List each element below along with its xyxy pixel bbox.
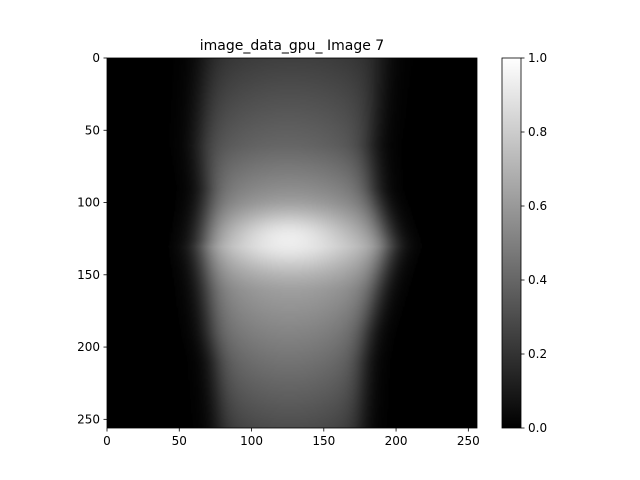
x-tick-label: 50: [172, 434, 187, 448]
colorbar-tick-label: 0.4: [528, 273, 547, 287]
colorbar-tick-label: 1.0: [528, 51, 547, 65]
colorbar-tick-label: 0.0: [528, 421, 547, 435]
colorbar-axis: 0.0 0.2 0.4 0.6 0.8 1.0: [521, 51, 547, 435]
colorbar-tick-label: 0.2: [528, 347, 547, 361]
x-tick-label: 100: [240, 434, 263, 448]
x-tick-label: 150: [312, 434, 335, 448]
heatmap-plot: [106, 57, 478, 429]
y-tick-label: 200: [77, 340, 100, 354]
heatmap-image: [107, 58, 477, 428]
x-tick-label: 200: [385, 434, 408, 448]
y-tick-label: 100: [77, 196, 100, 210]
y-tick-label: 150: [77, 268, 100, 282]
y-axis: 0 50 100 150 200 250: [77, 51, 107, 426]
x-tick-label: 250: [457, 434, 480, 448]
plot-frame: [106, 57, 478, 429]
colorbar-tick-label: 0.8: [528, 125, 547, 139]
chart-title: image_data_gpu_ Image 7: [200, 38, 384, 54]
y-tick-label: 250: [77, 412, 100, 426]
colorbar: 0.0 0.2 0.4 0.6 0.8 1.0: [501, 51, 547, 435]
y-tick-label: 50: [85, 123, 100, 137]
colorbar-gradient: [501, 57, 522, 429]
x-tick-label: 0: [103, 434, 111, 448]
colorbar-tick-label: 0.6: [528, 199, 547, 213]
y-tick-label: 0: [92, 51, 100, 65]
x-axis: 0 50 100 150 200 250: [103, 428, 480, 448]
